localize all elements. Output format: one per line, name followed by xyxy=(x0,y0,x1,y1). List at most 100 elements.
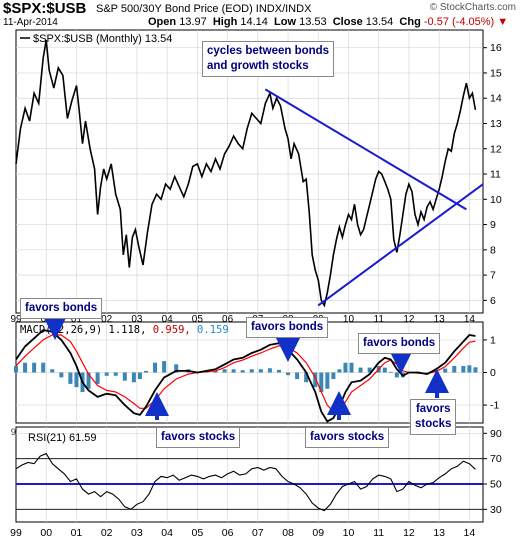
price-x-tick-label-06: 06 xyxy=(222,314,234,325)
price-ytick-label-4: 10 xyxy=(490,194,502,206)
note-favors-stocks-3: favors stocks xyxy=(410,399,457,435)
x-tick-label-11: 11 xyxy=(373,527,384,539)
note-favors-bonds-2: favors bonds xyxy=(246,317,329,338)
macd-hist-bar-14 xyxy=(131,372,136,383)
open-value: 13.97 xyxy=(179,16,207,28)
macd-hist-bar-6 xyxy=(68,372,73,384)
x-tick-label-10: 10 xyxy=(343,527,355,539)
macd-hist-bar-10 xyxy=(95,372,100,384)
macd-hist-bar-39 xyxy=(343,362,348,373)
brand-watermark: © StockCharts.com xyxy=(429,2,516,13)
macd-hist-bar-12 xyxy=(113,372,118,376)
macd-hist-bar-36 xyxy=(325,372,330,389)
close-label: Close xyxy=(332,16,363,28)
chart-header: $SPX:$USB S&P 500/30Y Bond Price (EOD) I… xyxy=(0,0,520,30)
macd-hist-bar-24 xyxy=(222,369,227,373)
price-x-tick-label-10: 10 xyxy=(343,314,355,325)
macd-legend-part-1: 1.118, xyxy=(109,324,153,336)
macd-hist-bar-26 xyxy=(240,370,245,373)
x-tick-label-00: 00 xyxy=(40,527,52,539)
rsi-panel: 30 50 70 90 RSI(21) 61.59 xyxy=(15,426,502,523)
macd-ytick-label-2: 1 xyxy=(490,334,496,346)
macd-hist-bar-37 xyxy=(331,372,336,380)
price-ytick-label-5: 11 xyxy=(490,169,501,181)
price-x-tick-label-99: 99 xyxy=(10,314,22,325)
x-tick-label-07: 07 xyxy=(252,527,264,539)
price-x-tick-label-05: 05 xyxy=(192,314,204,325)
macd-hist-bar-38 xyxy=(337,369,342,373)
x-tick-label-13: 13 xyxy=(433,527,445,539)
price-frame xyxy=(15,29,484,314)
price-x-tick-label-11: 11 xyxy=(374,314,385,325)
price-ytick-label-2: 8 xyxy=(490,244,496,256)
macd-hist-bar-35 xyxy=(319,372,324,393)
price-ytick-label-6: 12 xyxy=(490,143,502,155)
macd-hist-bar-44 xyxy=(382,367,387,373)
macd-hist-bar-55 xyxy=(467,365,472,373)
macd-hist-bar-27 xyxy=(249,369,254,373)
x-tick-label-05: 05 xyxy=(192,527,204,539)
price-ytick-label-1: 7 xyxy=(490,270,496,282)
macd-hist-bar-1 xyxy=(23,362,28,373)
quote-date: 11-Apr-2014 xyxy=(3,17,58,28)
price-legend: $SPX:$USB (Monthly) 13.54 xyxy=(33,33,172,45)
macd-legend-part-3: 0.159 xyxy=(197,324,229,336)
macd-hist-bar-28 xyxy=(258,369,263,373)
macd-hist-bar-4 xyxy=(50,369,55,373)
rsi-ytick-label-3: 90 xyxy=(490,428,502,440)
macd-hist-bar-56 xyxy=(473,367,478,373)
macd-hist-bar-11 xyxy=(104,372,109,376)
macd-hist-bar-30 xyxy=(276,369,281,373)
price-series-line xyxy=(15,39,477,308)
macd-hist-bar-31 xyxy=(286,372,291,376)
macd-hist-bar-23 xyxy=(213,370,218,373)
chg-value: -0.57 (-4.05%) xyxy=(423,16,495,28)
high-value: 14.14 xyxy=(240,16,268,28)
ohlc-readout: Open 13.97 High 14.14 Low 13.53 Close 13… xyxy=(148,16,508,28)
rsi-ytick-label-2: 70 xyxy=(490,453,502,465)
price-ytick-label-9: 15 xyxy=(490,67,502,79)
macd-hist-bar-17 xyxy=(153,362,158,373)
macd-hist-bar-7 xyxy=(74,372,79,388)
low-label: Low xyxy=(274,16,297,28)
macd-hist-bar-52 xyxy=(443,368,448,373)
macd-legend-part-0: MACD(12,26,9) xyxy=(20,324,109,336)
macd-ytick-label-0: -1 xyxy=(490,400,499,412)
x-tick-label-09: 09 xyxy=(312,527,324,539)
price-ytick-label-10: 16 xyxy=(490,42,502,54)
macd-hist-bar-42 xyxy=(367,367,372,373)
x-axis: 99 00 01 02 03 04 05 06 07 08 09 10 11 12 13 14 xyxy=(10,527,475,539)
rsi-ytick-label-1: 50 xyxy=(490,479,502,491)
macd-hist-bar-32 xyxy=(295,372,300,380)
chg-label: Chg xyxy=(399,16,421,28)
macd-hist-bar-2 xyxy=(32,362,37,373)
macd-hist-bar-41 xyxy=(358,367,363,373)
x-tick-label-12: 12 xyxy=(403,527,415,539)
macd-hist-bar-13 xyxy=(122,372,127,381)
macd-hist-bar-0 xyxy=(14,365,18,373)
macd-legend-part-2: 0.959, xyxy=(153,324,197,336)
close-value: 13.54 xyxy=(365,16,394,28)
note-favors-stocks-3-line2: stocks xyxy=(415,418,452,430)
x-tick-label-03: 03 xyxy=(131,527,143,539)
note-favors-stocks-3-line1: favors xyxy=(415,403,451,415)
x-tick-label-02: 02 xyxy=(101,527,113,539)
note-favors-bonds-1: favors bonds xyxy=(20,298,103,319)
macd-hist-bar-5 xyxy=(59,372,64,378)
note-cycles: cycles between bonds and growth stocks xyxy=(202,41,335,77)
x-tick-label-04: 04 xyxy=(161,527,173,539)
macd-hist-bar-34 xyxy=(313,372,318,388)
macd-hist-bar-33 xyxy=(304,372,309,383)
price-x-tick-label-02: 02 xyxy=(101,314,113,325)
macd-hist-bar-16 xyxy=(143,370,148,373)
price-ytick-label-3: 9 xyxy=(490,219,496,231)
note-favors-stocks-1: favors stocks xyxy=(156,427,241,448)
rsi-line xyxy=(15,452,476,512)
down-triangle-icon: ▼ xyxy=(497,16,509,28)
price-ytick-label-0: 6 xyxy=(490,295,496,307)
trendline-0 xyxy=(264,88,467,211)
macd-hist-bar-9 xyxy=(86,372,91,389)
macd-ytick-label-1: 0 xyxy=(490,367,496,379)
price-x-tick-label-03: 03 xyxy=(131,314,143,325)
